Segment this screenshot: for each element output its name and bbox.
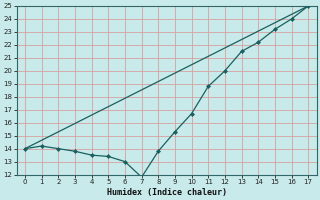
X-axis label: Humidex (Indice chaleur): Humidex (Indice chaleur) [107, 188, 227, 197]
